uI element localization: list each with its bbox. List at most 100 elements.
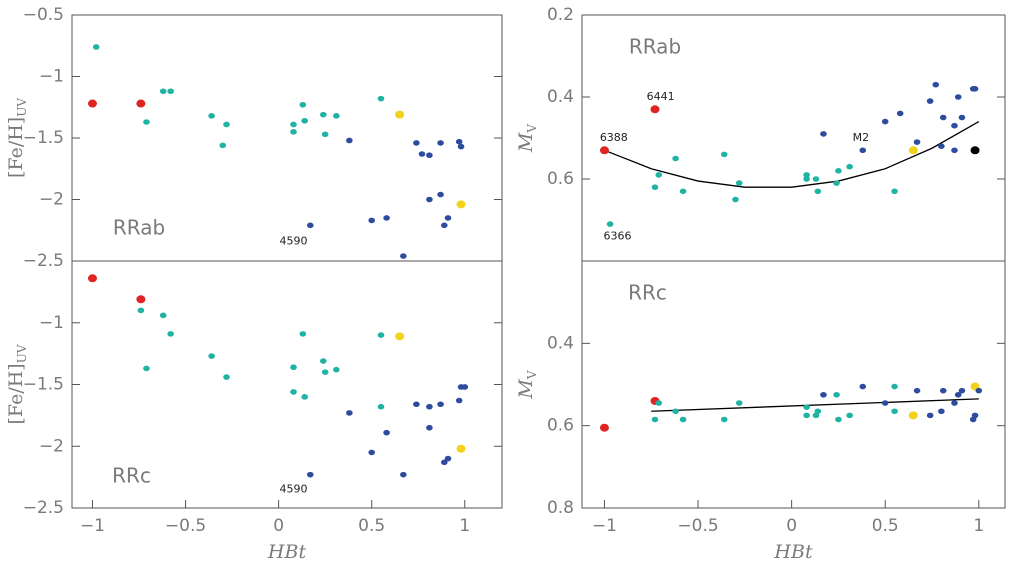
data-point (444, 215, 452, 221)
data-point (803, 404, 810, 410)
y-axis-label-main: [Fe/H] (5, 117, 27, 178)
y-tick-label: 0.4 (547, 333, 574, 353)
y-axis-label: MV (515, 124, 539, 153)
data-point (377, 95, 385, 102)
data-point (219, 142, 227, 149)
data-point (306, 471, 314, 478)
y-axis-label: MV (515, 370, 539, 399)
data-point (846, 163, 853, 170)
data-point (167, 331, 174, 337)
y-tick-label: 0.6 (547, 169, 574, 189)
data-point (913, 139, 921, 145)
data-point (951, 147, 958, 154)
data-point (672, 408, 679, 415)
y-tick-label: −1 (39, 313, 64, 333)
data-point (938, 408, 945, 415)
x-tick-label: 1 (459, 516, 470, 536)
data-point (136, 295, 146, 304)
data-point (896, 110, 904, 117)
data-point (437, 140, 444, 146)
data-point (87, 99, 97, 108)
data-point (954, 391, 962, 398)
data-point (457, 143, 465, 150)
data-point (859, 147, 867, 154)
data-point (926, 412, 934, 419)
data-point (299, 101, 307, 108)
y-tick-label: −1 (39, 67, 64, 87)
data-point (208, 113, 215, 119)
data-point (137, 307, 145, 314)
data-point (368, 217, 375, 224)
data-point (891, 383, 898, 390)
y-axis-label: [Fe/H]UV (5, 98, 29, 178)
data-point (803, 172, 810, 178)
data-point (859, 383, 867, 390)
data-point (913, 387, 921, 394)
plot-frame (581, 260, 1006, 509)
data-point (926, 98, 934, 104)
panel-label: RRc (112, 464, 151, 488)
data-point (679, 416, 687, 423)
y-tick-label: −2 (39, 436, 64, 456)
data-point (954, 94, 962, 100)
y-tick-label: 0.6 (547, 416, 574, 436)
data-point (136, 99, 146, 108)
y-tick-label: −0.5 (23, 5, 64, 25)
data-point (720, 151, 728, 158)
data-point (803, 176, 810, 182)
x-tick-label: 0.5 (872, 516, 899, 536)
data-point (437, 191, 444, 198)
data-point (426, 403, 433, 410)
x-tick-label: −1 (592, 516, 617, 536)
data-point (971, 412, 979, 419)
data-point (720, 416, 728, 423)
data-point (958, 114, 966, 121)
data-point (951, 400, 958, 406)
data-point (833, 180, 840, 186)
data-point (970, 146, 980, 155)
data-point (672, 155, 679, 162)
annotation: 4590 (280, 482, 308, 495)
data-point (820, 131, 827, 137)
data-point (908, 146, 918, 155)
y-tick-label: −2 (39, 190, 64, 210)
data-point (159, 88, 167, 95)
panel-label: RRc (628, 280, 667, 304)
y-tick-label: −2.5 (23, 251, 64, 271)
data-point (223, 374, 230, 380)
data-point (971, 86, 979, 92)
data-point (395, 110, 405, 119)
y-axis-label-main: M (515, 379, 537, 400)
data-point (908, 411, 918, 420)
data-point (319, 111, 327, 118)
x-tick-label: −0.5 (677, 516, 718, 536)
fit-curve (651, 398, 979, 412)
y-axis-label-main: [Fe/H] (5, 363, 27, 424)
data-point (400, 471, 407, 478)
data-point (290, 129, 297, 135)
data-point (975, 387, 983, 394)
y-tick-label: 0.8 (547, 498, 574, 518)
data-point (306, 222, 314, 229)
y-axis-label-main: M (515, 132, 537, 153)
data-point (735, 400, 743, 406)
data-point (812, 176, 820, 182)
data-point (891, 188, 898, 195)
data-point (87, 274, 97, 283)
x-axis-label: HBt (267, 541, 307, 563)
data-point (223, 121, 230, 128)
x-tick-label: 0.5 (358, 516, 385, 536)
data-point (321, 131, 329, 138)
data-point (599, 146, 609, 155)
y-axis-label-sub: UV (15, 98, 29, 117)
y-axis-label: [Fe/H]UV (5, 344, 29, 424)
data-point (383, 429, 390, 436)
y-axis-label-sub: UV (15, 344, 29, 363)
data-point (456, 200, 466, 209)
data-point (290, 121, 297, 128)
data-point (299, 331, 307, 337)
data-point (440, 459, 448, 466)
data-point (881, 400, 889, 406)
data-point (835, 168, 842, 174)
